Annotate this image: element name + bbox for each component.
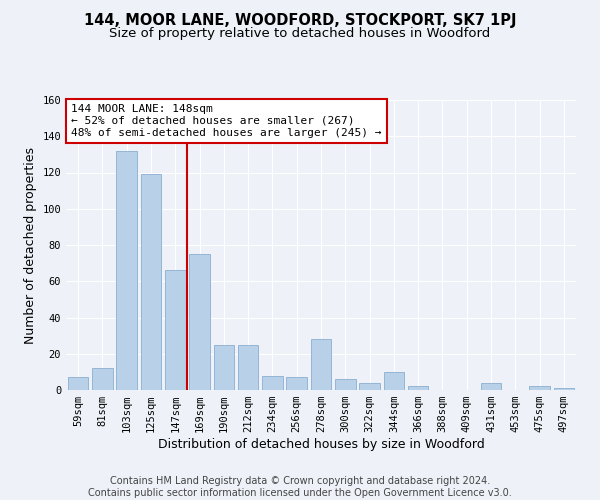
Bar [335,379,356,390]
Bar [262,376,283,390]
Bar [140,174,161,390]
Bar [311,339,331,390]
X-axis label: Distribution of detached houses by size in Woodford: Distribution of detached houses by size … [158,438,484,451]
Bar [359,383,380,390]
Bar [481,383,502,390]
Bar [408,386,428,390]
Text: 144 MOOR LANE: 148sqm
← 52% of detached houses are smaller (267)
48% of semi-det: 144 MOOR LANE: 148sqm ← 52% of detached … [71,104,382,138]
Text: Contains HM Land Registry data © Crown copyright and database right 2024.
Contai: Contains HM Land Registry data © Crown c… [88,476,512,498]
Bar [68,378,88,390]
Bar [383,372,404,390]
Text: Size of property relative to detached houses in Woodford: Size of property relative to detached ho… [109,28,491,40]
Bar [214,344,234,390]
Bar [554,388,574,390]
Bar [189,254,210,390]
Bar [529,386,550,390]
Bar [92,368,113,390]
Bar [116,151,137,390]
Y-axis label: Number of detached properties: Number of detached properties [24,146,37,344]
Bar [238,344,259,390]
Bar [165,270,185,390]
Bar [286,378,307,390]
Text: 144, MOOR LANE, WOODFORD, STOCKPORT, SK7 1PJ: 144, MOOR LANE, WOODFORD, STOCKPORT, SK7… [84,12,516,28]
